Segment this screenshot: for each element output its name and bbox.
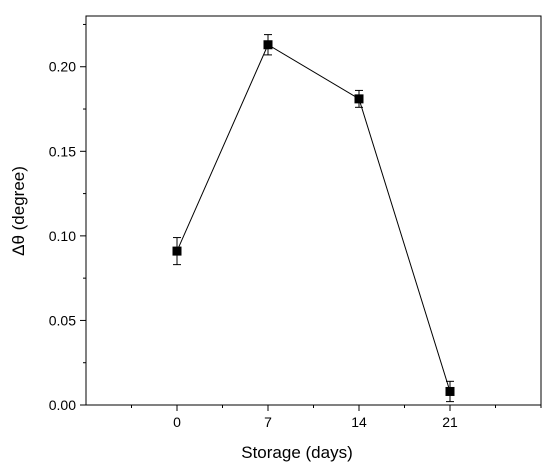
y-tick-label: 0.05 xyxy=(49,312,76,328)
x-axis: 0 7 14 21 xyxy=(131,405,542,430)
data-point xyxy=(263,40,273,50)
y-axis-title: Δθ (degree) xyxy=(9,166,28,256)
plot-frame xyxy=(85,15,542,406)
y-tick-label: 0.00 xyxy=(49,397,76,413)
x-tick-label: 0 xyxy=(173,414,181,430)
x-tick-label: 14 xyxy=(351,414,367,430)
series-layer xyxy=(172,34,455,403)
y-axis: 0.00 0.05 0.10 0.15 0.20 xyxy=(49,23,86,413)
data-point xyxy=(445,386,455,396)
data-point xyxy=(172,246,182,256)
x-axis-title: Storage (days) xyxy=(241,443,353,462)
x-tick-label: 7 xyxy=(264,414,272,430)
x-tick-label: 21 xyxy=(442,414,458,430)
y-tick-label: 0.15 xyxy=(49,143,76,159)
y-tick-label: 0.10 xyxy=(49,228,76,244)
data-point xyxy=(354,94,364,104)
y-tick-label: 0.20 xyxy=(49,59,76,75)
series-line xyxy=(176,44,451,392)
